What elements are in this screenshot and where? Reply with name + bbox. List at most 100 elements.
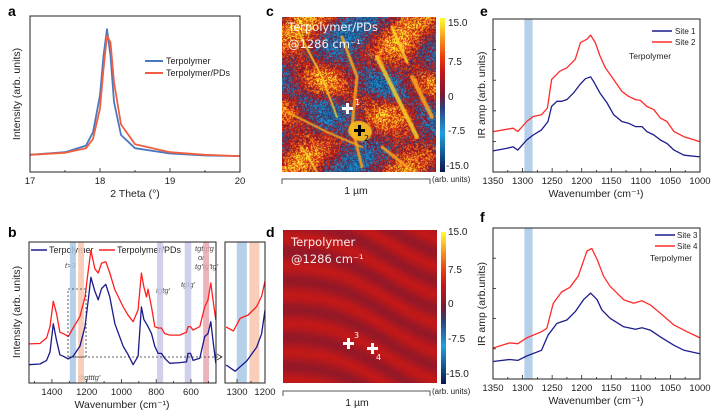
panel-letter-c: c xyxy=(266,3,274,19)
b-anno-tttg: tttgtttg' xyxy=(78,373,101,382)
a-x-tick-label: 20 xyxy=(235,176,246,187)
b-xlabel: Wavenumber (cm⁻¹) xyxy=(75,399,170,411)
d-cbar-tick: -7.5 xyxy=(448,334,466,345)
b-legend-pds: Terpolymer/PDs xyxy=(117,245,182,255)
c-ir-map xyxy=(282,17,436,172)
b-zoom-region-box xyxy=(67,288,87,358)
d-map-title: Terpolymer @1286 cm⁻¹ xyxy=(291,234,364,268)
d-cbar-tick: 7.5 xyxy=(448,265,462,276)
c-cbar-tick: 7.5 xyxy=(448,57,462,68)
e-x-tick-label: 1250 xyxy=(542,176,563,187)
a-legend-terpolymer: Terpolymer xyxy=(166,56,211,66)
c-map-title: Terpolymer/PDs @1286 cm⁻¹ xyxy=(288,19,378,53)
b-anno-or: or xyxy=(198,253,205,262)
f-legend-site3: Site 3 xyxy=(677,231,698,240)
b-band xyxy=(69,242,76,383)
e-x-tick-label: 1000 xyxy=(689,176,710,187)
c-cbar-tick: -15.0 xyxy=(446,161,469,172)
b_inset-x-tick-label: 1200 xyxy=(254,387,275,398)
f-band xyxy=(524,228,533,379)
b_inset-x-tick-label: 1300 xyxy=(226,387,247,398)
b-x-tick-label: 600 xyxy=(183,387,199,398)
site-3-cross-icon xyxy=(343,338,354,349)
c-cbar-tick: -7.5 xyxy=(448,126,466,137)
e-ylabel: IR amp (arb. units) xyxy=(476,52,488,139)
f-legend-site4: Site 4 xyxy=(677,242,698,251)
e-legend-site1: Site 1 xyxy=(675,27,696,36)
b-plot-frame xyxy=(28,241,217,384)
f-series-site-3 xyxy=(493,292,700,363)
a-x-tick-label: 18 xyxy=(95,176,106,187)
b-x-tick-label: 1400 xyxy=(41,387,62,398)
c-map-title-sample: Terpolymer/PDs xyxy=(288,20,378,34)
panel-letter-f: f xyxy=(480,209,485,225)
f-series-site-4 xyxy=(493,247,700,349)
f-x-tick-label: 1150 xyxy=(601,383,621,394)
site-1-cross-icon xyxy=(342,103,353,114)
b-series-terpolymer xyxy=(29,276,216,366)
panel-letter-b: b xyxy=(8,224,17,240)
c-cbar-unit: (arb. units) xyxy=(432,175,471,184)
f-note: Terpolymer xyxy=(650,253,692,263)
e-band xyxy=(524,19,533,172)
b_inset-series-terpolymer-pds xyxy=(225,280,265,332)
d-cbar-tick: 15.0 xyxy=(448,227,468,238)
e-x-tick-label: 1150 xyxy=(601,176,621,187)
b_inset-band xyxy=(249,242,260,383)
d-scalebar xyxy=(282,390,431,396)
b-ylabel: Intensity (arb. units) xyxy=(11,266,23,358)
d-cbar-tick: 0 xyxy=(448,299,454,310)
e-x-tick-label: 1050 xyxy=(660,176,681,187)
e-series-site-1 xyxy=(493,76,700,158)
f-x-tick-label: 1200 xyxy=(571,383,592,394)
site-2-cross-icon xyxy=(354,125,365,136)
d-ir-map xyxy=(283,230,437,383)
site-4-label: 4 xyxy=(376,353,382,362)
a-ylabel: Intensity (arb. units) xyxy=(11,48,23,140)
c-cbar-tick: 0 xyxy=(448,92,454,103)
d-cbar-unit: (arb. units) xyxy=(432,387,471,396)
d-map-title-sample: Terpolymer xyxy=(291,235,356,249)
panel-letter-a: a xyxy=(8,3,16,19)
f-x-tick-label: 1050 xyxy=(660,383,681,394)
c-map-title-wavenumber: @1286 cm⁻¹ xyxy=(288,37,361,51)
d-map-title-wavenumber: @1286 cm⁻¹ xyxy=(291,252,364,266)
site-3-label: 3 xyxy=(354,331,360,340)
a-series-terpolymer xyxy=(30,28,240,157)
site-2-label: 2 xyxy=(364,134,370,143)
e-x-tick-label: 1100 xyxy=(631,176,651,187)
e-x-tick-label: 1200 xyxy=(571,176,592,187)
site-1-label: 1 xyxy=(355,98,361,107)
b-band xyxy=(184,242,192,383)
f-x-tick-label: 1000 xyxy=(689,383,710,394)
f-x-tick-label: 1350 xyxy=(482,383,503,394)
c-scalebar xyxy=(281,178,431,184)
e-x-tick-label: 1350 xyxy=(482,176,503,187)
e-note: Terpolymer xyxy=(629,51,671,61)
c-cbar-tick: 15.0 xyxy=(448,18,468,29)
b-anno-tgtg-800: tgtg' xyxy=(156,286,171,295)
f-ylabel: IR amp (arb.units) xyxy=(476,262,488,346)
b_inset-band xyxy=(236,242,247,383)
e-xlabel: Wavenumber (cm⁻¹) xyxy=(549,188,644,200)
arrow-head-icon xyxy=(216,353,223,361)
d-colorbar xyxy=(441,232,446,384)
b-band xyxy=(157,242,164,383)
d-cbar-tick: -15.0 xyxy=(446,369,469,380)
b-x-tick-label: 800 xyxy=(148,387,164,398)
panel-letter-d: d xyxy=(266,224,275,240)
c-colorbar xyxy=(440,18,445,172)
a-x-tick-label: 17 xyxy=(25,176,36,187)
d-scalebar-label: 1 µm xyxy=(345,397,369,409)
a-series-terpolymer-pds xyxy=(30,34,240,157)
b_inset-plot-frame xyxy=(224,241,266,384)
e-x-tick-label: 1300 xyxy=(512,176,533,187)
f-plot-frame xyxy=(492,227,701,380)
b-x-tick-label: 1000 xyxy=(111,387,132,398)
b_inset-series-terpolymer xyxy=(225,309,265,372)
e-legend-site2: Site 2 xyxy=(675,38,696,47)
a-legend-pds: Terpolymer/PDs xyxy=(166,68,231,78)
b-series-terpolymer-pds xyxy=(29,249,216,345)
a-xlabel: 2 Theta (°) xyxy=(110,188,160,200)
